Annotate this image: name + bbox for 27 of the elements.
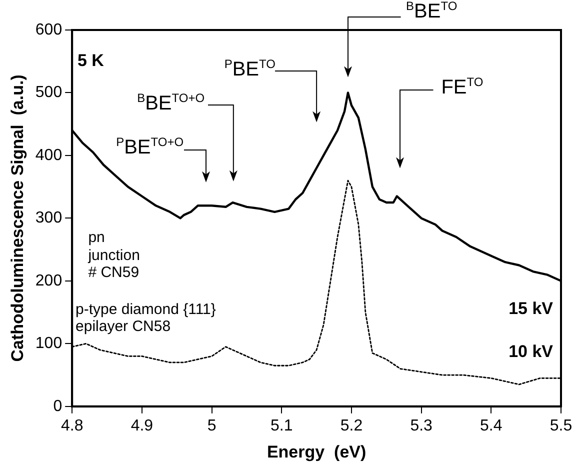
x-tick-label: 5 bbox=[207, 417, 216, 434]
x-tick-label: 4.9 bbox=[130, 417, 154, 434]
series-label: 15 kV bbox=[508, 298, 553, 318]
y-tick-label: 200 bbox=[35, 272, 62, 290]
y-tick-label: 300 bbox=[35, 210, 62, 227]
x-tick-label: 5.5 bbox=[550, 417, 572, 434]
x-tick-label: 5.2 bbox=[340, 417, 363, 434]
annotation: $^{B}$BE$^{TO+O}$ bbox=[137, 91, 205, 116]
y-tick-label: 400 bbox=[35, 146, 62, 164]
y-axis-title: Cathodoluminescence Signal (a.u.) bbox=[8, 74, 27, 362]
x-axis-title: Energy (eV) bbox=[266, 442, 366, 462]
x-tick-label: 5.1 bbox=[270, 417, 293, 434]
y-tick-label: 500 bbox=[35, 84, 62, 102]
annotation: $^{P}$BE$^{TO+O}$ bbox=[116, 135, 184, 160]
annotation: p-type diamond {111} epilayer CN58 bbox=[76, 301, 217, 336]
series-label: 10 kV bbox=[508, 342, 553, 362]
annotation: $^{P}$BE$^{TO}$ bbox=[224, 56, 276, 82]
x-tick-label: 4.8 bbox=[60, 417, 84, 434]
text: $^{B}$BE$^{TO}$ bbox=[406, 0, 458, 24]
annotation: FE$^{TO}$ bbox=[441, 74, 484, 100]
annotation: 5 K bbox=[77, 50, 104, 70]
x-tick-label: 5.4 bbox=[480, 417, 502, 434]
x-tick-label: 5.3 bbox=[410, 417, 433, 434]
y-tick-label: 600 bbox=[35, 21, 62, 38]
annotation: pn junction # CN59 bbox=[88, 229, 141, 282]
y-tick-label: 100 bbox=[35, 335, 62, 352]
y-tick-label: 0 bbox=[53, 398, 62, 415]
